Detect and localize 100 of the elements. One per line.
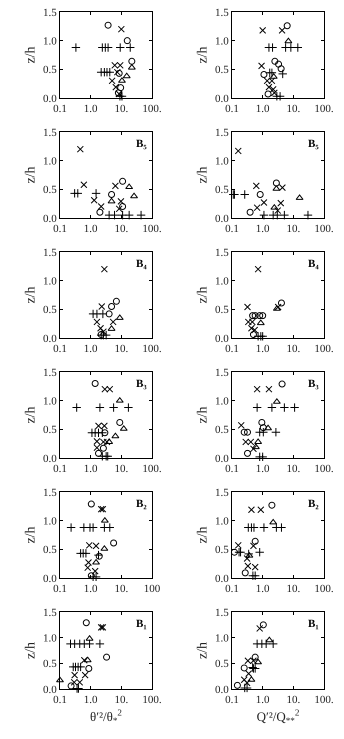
x-tick-label: 10.	[286, 694, 300, 706]
y-tick-label: 0.0	[43, 332, 58, 345]
annotation: B₁	[308, 618, 319, 630]
y-axis-title: z/h	[196, 642, 211, 660]
y-tick-label: 1.0	[43, 36, 58, 48]
y-tick-label: 1.5	[43, 6, 58, 19]
y-tick-label: 0.0	[215, 332, 230, 345]
annotation: B₁	[136, 618, 147, 630]
x-tick-label: 0.1	[225, 463, 239, 476]
y-tick-label: 0.5	[215, 544, 230, 556]
x-tick-label: 100.	[314, 463, 334, 476]
x-tick-label: 1.0	[256, 103, 270, 116]
y-tick-label: 0.0	[215, 452, 230, 465]
x-tick-label: 0.1	[53, 583, 67, 596]
y-tick-label: 1.5	[215, 366, 230, 379]
y-tick-label: 0.0	[43, 452, 58, 465]
y-tick-label: 1.5	[43, 606, 58, 619]
annotation: B₄	[308, 258, 320, 270]
y-axis-title: z/h	[196, 166, 211, 184]
y-axis-title: z/h	[196, 406, 211, 424]
x-tick-label: 1.0	[84, 343, 98, 356]
y-axis-title: z/h	[24, 286, 39, 304]
x-tick-label: 1.0	[84, 694, 98, 706]
x-tick-label: 100.	[314, 343, 334, 356]
y-tick-label: 0.0	[215, 684, 230, 696]
x-tick-label: 1.0	[256, 463, 270, 476]
x-tick-label: 1.0	[84, 583, 98, 596]
x-tick-label: 0.1	[225, 694, 239, 706]
y-tick-label: 0.5	[43, 304, 58, 316]
x-tick-label: 100	[144, 583, 161, 596]
x-tick-label: 1.0	[256, 583, 270, 596]
x-tick-label: 1.0	[256, 343, 270, 356]
y-axis-title: z/h	[24, 526, 39, 544]
y-tick-label: 1.0	[215, 396, 230, 408]
annotation: B₃	[308, 378, 320, 390]
y-tick-label: 1.0	[215, 156, 230, 168]
y-tick-label: 1.0	[43, 156, 58, 168]
y-tick-label: 1.0	[215, 36, 230, 48]
y-tick-label: 1.5	[43, 126, 58, 139]
y-tick-label: 0.5	[215, 64, 230, 76]
y-tick-label: 0.0	[43, 684, 58, 696]
y-tick-label: 0.5	[215, 304, 230, 316]
y-tick-label: 1.0	[215, 516, 230, 528]
x-tick-label: 1.0	[84, 463, 98, 476]
x-tick-label: 100.	[314, 223, 334, 236]
y-tick-label: 0.0	[215, 92, 230, 105]
x-tick-label: 10.	[286, 343, 300, 356]
y-tick-label: 0.5	[43, 544, 58, 556]
y-tick-label: 0.0	[43, 212, 58, 225]
x-tick-label: 10.	[114, 694, 128, 706]
x-tick-label: 100.	[314, 583, 334, 596]
annotation: B₄	[136, 258, 148, 270]
x-tick-label: 10.	[114, 103, 128, 116]
y-tick-label: 1.5	[215, 246, 230, 259]
y-tick-label: 0.5	[43, 184, 58, 196]
x-tick-label: 10.	[286, 583, 300, 596]
x-tick-label: 0.1	[225, 103, 239, 116]
x-tick-label: 100.	[314, 694, 334, 706]
x-tick-label: 10.	[114, 583, 128, 596]
y-tick-label: 1.5	[43, 366, 58, 379]
y-tick-label: 0.5	[215, 658, 230, 670]
x-tick-label: 10.	[114, 343, 128, 356]
y-tick-label: 0.0	[215, 572, 230, 585]
y-axis-title: z/h	[196, 526, 211, 544]
x-tick-label: 100.	[142, 694, 162, 706]
x-tick-label: 0.1	[225, 583, 239, 596]
x-tick-label: 10.	[286, 223, 300, 236]
y-tick-label: 1.5	[43, 486, 58, 499]
y-axis-title: z/h	[24, 406, 39, 424]
annotation: B₂	[308, 498, 320, 510]
y-tick-label: 0.0	[43, 572, 58, 585]
x-tick-label: 100.	[142, 223, 162, 236]
y-tick-label: 1.5	[43, 246, 58, 259]
y-tick-label: 1.0	[43, 396, 58, 408]
x-tick-label: 100.	[314, 103, 334, 116]
x-tick-label: 0.1	[225, 343, 239, 356]
x-tick-label: 0.1	[53, 103, 67, 116]
y-tick-label: 1.5	[215, 6, 230, 19]
x-tick-label: 10.	[286, 103, 300, 116]
x-tick-label: 1.0	[256, 223, 270, 236]
y-tick-label: 0.5	[43, 658, 58, 670]
y-axis-title: z/h	[196, 286, 211, 304]
y-tick-label: 0.0	[215, 212, 230, 225]
y-axis-title: z/h	[24, 166, 39, 184]
y-tick-label: 0.5	[43, 424, 58, 436]
annotation: B₅	[308, 138, 320, 150]
y-axis-title: z/h	[196, 46, 211, 64]
y-tick-label: 1.0	[215, 276, 230, 288]
y-tick-label: 1.5	[215, 126, 230, 139]
y-tick-label: 0.5	[43, 64, 58, 76]
x-tick-label: 1.0	[84, 223, 98, 236]
x-tick-label: 10.	[114, 223, 128, 236]
x-tick-label: 0.1	[53, 694, 67, 706]
x-tick-label: 0.1	[53, 463, 67, 476]
y-tick-label: 0.5	[215, 184, 230, 196]
y-tick-label: 1.0	[43, 276, 58, 288]
x-tick-label: 0.1	[53, 223, 67, 236]
annotation: B₂	[136, 498, 148, 510]
x-tick-label: 100.	[142, 343, 162, 356]
y-axis-title: z/h	[24, 642, 39, 660]
